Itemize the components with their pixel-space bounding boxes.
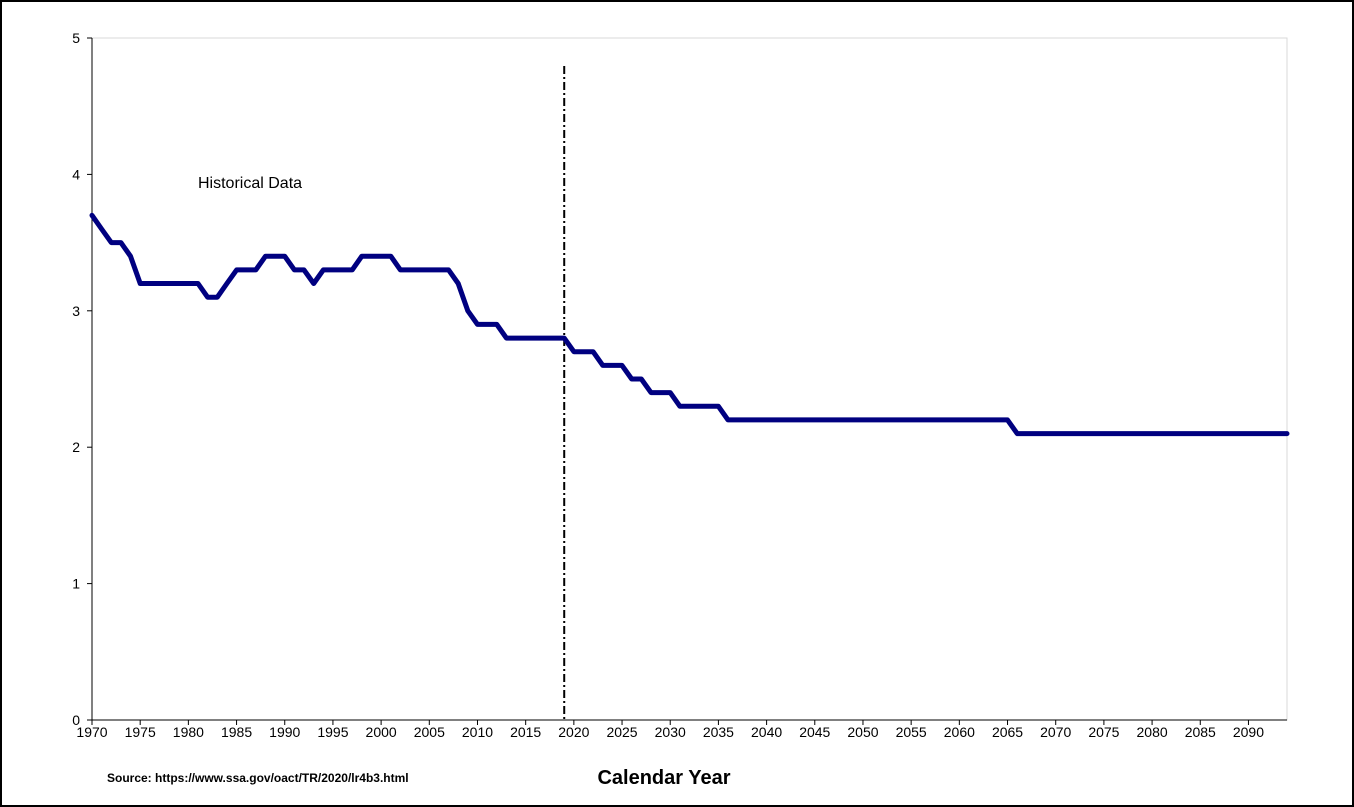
x-tick-label: 2000 <box>366 724 397 740</box>
x-tick-label: 1970 <box>76 724 107 740</box>
historical-data-annotation: Historical Data <box>198 175 302 192</box>
x-tick-label: 2090 <box>1233 724 1264 740</box>
x-axis-ticks: 1970 1975 1980 1985 1990 1995 2000 2005 2010 2015… <box>76 720 1264 740</box>
axes <box>91 38 1287 721</box>
x-tick-label: 2035 <box>703 724 734 740</box>
x-tick-label: 2050 <box>847 724 878 740</box>
x-tick-label: 2040 <box>751 724 782 740</box>
source-note: Source: https://www.ssa.gov/oact/TR/2020… <box>107 771 409 785</box>
x-tick-label: 2085 <box>1185 724 1216 740</box>
y-tick-label: 0 <box>72 712 80 728</box>
x-axis-label: Calendar Year <box>597 767 730 789</box>
x-tick-label: 1980 <box>173 724 204 740</box>
y-tick-label: 5 <box>72 30 80 46</box>
x-tick-label: 2080 <box>1137 724 1168 740</box>
plot-area <box>91 37 1288 721</box>
x-tick-label: 1985 <box>221 724 252 740</box>
y-tick-label: 2 <box>72 439 80 455</box>
series-line <box>89 212 1290 437</box>
x-tick-label: 2005 <box>414 724 445 740</box>
x-tick-label: 2070 <box>1040 724 1071 740</box>
x-tick-label: 2065 <box>992 724 1023 740</box>
x-tick-label: 2060 <box>944 724 975 740</box>
y-tick-label: 1 <box>72 576 80 592</box>
y-axis-ticks: 0 1 2 3 4 5 <box>72 30 92 728</box>
y-tick-label: 3 <box>72 303 80 319</box>
x-tick-label: 2020 <box>558 724 589 740</box>
x-tick-label: 2010 <box>462 724 493 740</box>
x-tick-label: 2055 <box>896 724 927 740</box>
y-tick-label: 4 <box>72 166 80 182</box>
x-tick-label: 2045 <box>799 724 830 740</box>
x-tick-label: 1975 <box>125 724 156 740</box>
x-tick-label: 2025 <box>606 724 637 740</box>
x-tick-label: 1995 <box>317 724 348 740</box>
x-tick-label: 2030 <box>655 724 686 740</box>
x-tick-label: 2075 <box>1088 724 1119 740</box>
x-tick-label: 1990 <box>269 724 300 740</box>
x-tick-label: 2015 <box>510 724 541 740</box>
